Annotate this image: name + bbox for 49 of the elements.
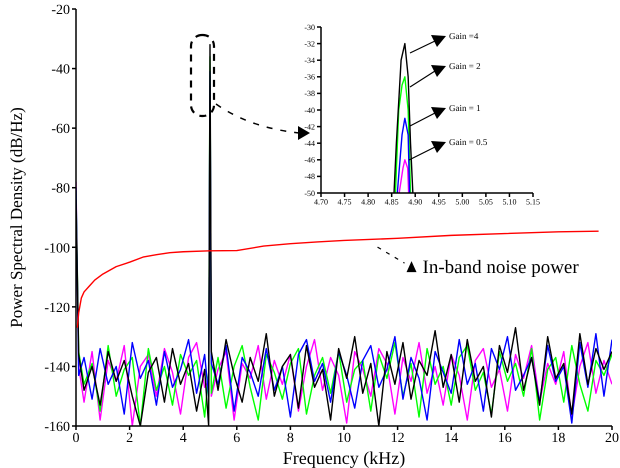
- y-tick-label: -36: [304, 72, 315, 82]
- y-tick-label: -48: [304, 172, 315, 182]
- y-tick-label: -30: [304, 22, 315, 32]
- x-tick-label: 5.05: [478, 198, 493, 207]
- y-axis-title: Power Spectral Density (dB/Hz): [7, 107, 26, 328]
- y-tick-label: -20: [51, 2, 70, 18]
- x-tick-label: 14: [444, 430, 458, 446]
- x-tick-label: 4.95: [432, 198, 446, 207]
- y-tick-label: -40: [304, 106, 315, 115]
- x-tick-label: 4.80: [361, 198, 376, 207]
- x-tick-label: 2: [126, 430, 134, 446]
- y-tick-label: -50: [304, 188, 315, 198]
- x-tick-label: 20: [605, 430, 619, 446]
- x-tick-label: 4: [180, 430, 187, 446]
- x-tick-label: 8: [286, 430, 294, 446]
- annotation: In-band noise power: [422, 257, 580, 278]
- x-tick-label: 18: [551, 430, 566, 446]
- annotation: Gain = 2: [449, 61, 481, 71]
- x-tick-label: 5.10: [502, 198, 516, 207]
- y-tick-label: -44: [304, 139, 315, 148]
- x-tick-label: 12: [390, 430, 405, 446]
- y-tick-label: -42: [304, 122, 315, 132]
- y-tick-label: -34: [304, 56, 315, 66]
- x-tick-label: 4.75: [338, 198, 352, 207]
- y-tick-label: -100: [44, 241, 70, 256]
- y-tick-label: -120: [44, 300, 70, 316]
- y-tick-label: -32: [304, 39, 315, 48]
- x-tick-label: 6: [233, 430, 240, 446]
- y-tick-label: -80: [51, 182, 70, 197]
- y-tick-label: -160: [44, 420, 70, 435]
- line-series: [76, 230, 600, 328]
- y-tick-label: -140: [44, 360, 70, 376]
- y-tick-label: -40: [51, 62, 70, 78]
- annotation: Gain = 1: [449, 103, 481, 113]
- y-tick-label: -38: [304, 89, 315, 98]
- y-tick-label: -46: [304, 156, 315, 165]
- x-tick-label: 5.15: [526, 198, 540, 207]
- annotation: Gain = 0.5: [449, 137, 488, 147]
- x-tick-label: 4.85: [384, 198, 399, 207]
- x-tick-label: 5.00: [455, 198, 470, 207]
- x-tick-label: 16: [498, 430, 512, 446]
- x-axis-title: Frequency (kHz): [282, 448, 406, 468]
- x-tick-label: 10: [337, 430, 351, 446]
- x-tick-label: 0: [72, 430, 80, 446]
- x-tick-label: 4.70: [314, 198, 328, 207]
- x-tick-label: 4.90: [408, 198, 422, 207]
- annotation: Gain =4: [449, 31, 479, 41]
- y-tick-label: -60: [51, 122, 70, 138]
- line-series: [394, 76, 412, 193]
